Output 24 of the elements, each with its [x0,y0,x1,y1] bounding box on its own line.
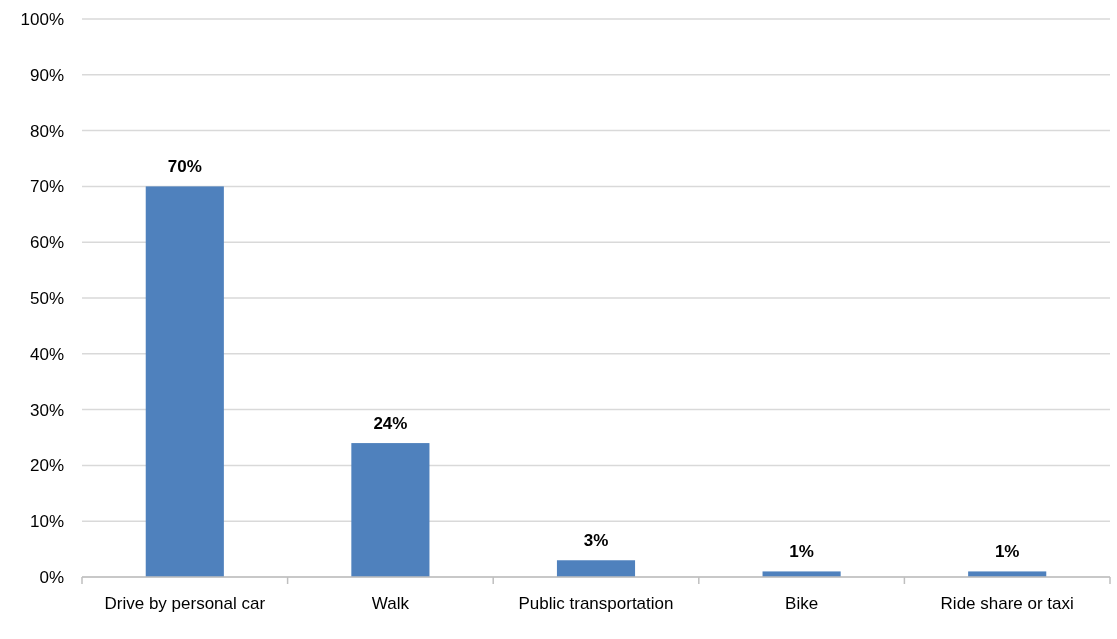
data-label: 70% [167,157,202,177]
x-tick-label: Walk [371,594,410,613]
y-tick-label: 90% [29,65,64,85]
y-tick-label: 0% [39,567,64,587]
y-tick-label: 60% [29,233,64,253]
y-tick-label: 40% [29,344,64,364]
y-tick-label: 80% [29,121,64,141]
x-tick-label: Public transportation [518,594,674,613]
x-tick-label: Bike [785,594,819,613]
y-tick-label: 10% [29,512,64,532]
y-tick-label: 20% [29,456,64,476]
y-tick-label: 30% [29,400,64,420]
data-label: 3% [583,531,609,551]
x-tick-label: Ride share or taxi [940,594,1074,613]
x-tick-label: Drive by personal car [104,594,266,613]
data-label: 1% [994,542,1020,562]
bar [145,186,224,577]
y-tick-label: 100% [20,9,64,29]
bar [351,443,430,577]
y-tick-label: 70% [29,177,64,197]
bar [556,560,636,577]
data-label: 1% [789,542,814,562]
y-tick-label: 50% [29,288,64,308]
data-label: 24% [373,414,408,434]
